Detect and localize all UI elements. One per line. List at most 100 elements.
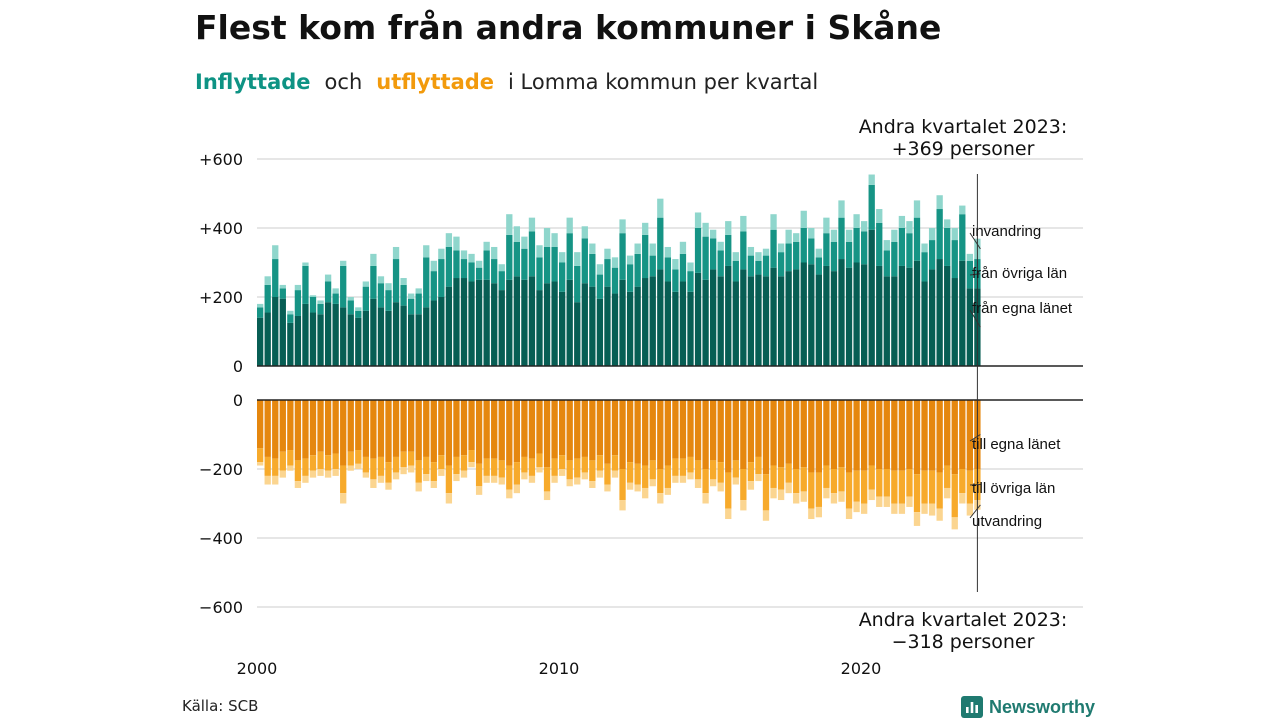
- bar-out-own-county: [702, 400, 709, 469]
- bar-in-own-county: [257, 317, 264, 366]
- bar-out-emigration: [808, 508, 815, 520]
- bar-out-emigration: [906, 496, 913, 507]
- bar-out-emigration: [891, 503, 898, 514]
- bar-in-other-counties: [747, 255, 755, 277]
- bar-in-immigration: [876, 209, 883, 223]
- bar-in-own-county: [936, 259, 943, 366]
- bar-out-own-county: [725, 400, 732, 473]
- bar-in-immigration: [770, 214, 777, 230]
- bar-in-own-county: [710, 269, 717, 366]
- bar-in-own-county: [906, 267, 913, 366]
- bar-out-other-counties: [324, 455, 332, 471]
- bar-in-immigration: [309, 295, 317, 297]
- bar-out-other-counties: [619, 469, 626, 501]
- bar-out-emigration: [770, 487, 777, 499]
- bar-in-own-county: [596, 298, 604, 366]
- bar-out-other-counties: [385, 462, 392, 483]
- bar-in-other-counties: [928, 240, 936, 270]
- segment-label-in: invandring: [972, 223, 1041, 240]
- bar-out-other-counties: [287, 450, 294, 466]
- bar-out-own-county: [408, 400, 415, 452]
- x-tick-label: 2010: [539, 659, 580, 678]
- bar-in-immigration: [725, 221, 732, 235]
- bar-in-own-county: [324, 302, 332, 366]
- bar-in-immigration: [785, 229, 792, 244]
- bar-in-own-county: [770, 267, 777, 366]
- bar-out-other-counties: [475, 463, 483, 487]
- bar-in-other-counties: [385, 290, 392, 311]
- bar-in-other-counties: [468, 262, 475, 282]
- bar-in-other-counties: [740, 231, 747, 270]
- bar-in-own-county: [921, 281, 928, 366]
- subtitle-rest: i Lomma kommun per kvartal: [508, 70, 819, 94]
- bar-in-immigration: [845, 229, 853, 242]
- bar-out-emigration: [309, 470, 317, 478]
- bar-in-other-counties: [921, 252, 928, 282]
- bar-out-emigration: [468, 462, 475, 468]
- bar-in-own-county: [740, 269, 747, 366]
- bar-in-immigration: [793, 233, 800, 242]
- bar-in-other-counties: [906, 233, 913, 268]
- bar-in-other-counties: [377, 283, 385, 308]
- segment-label-out: till egna länet: [972, 436, 1061, 453]
- bar-out-own-county: [891, 400, 898, 471]
- x-tick-label: 2000: [237, 659, 278, 678]
- bar-out-other-counties: [793, 469, 800, 494]
- bar-out-other-counties: [574, 458, 581, 478]
- axes: [257, 174, 1083, 592]
- bar-out-emigration: [294, 481, 302, 488]
- bar-out-own-county: [762, 400, 770, 475]
- bar-out-other-counties: [891, 470, 898, 504]
- bar-out-own-county: [785, 400, 792, 464]
- bar-in-other-counties: [642, 234, 649, 279]
- bar-out-own-county: [257, 400, 264, 449]
- bar-in-other-counties: [340, 265, 347, 308]
- bar-out-own-county: [574, 400, 581, 459]
- bar-in-immigration: [362, 281, 369, 287]
- bar-out-emigration: [543, 491, 551, 501]
- callout-out-line1: Andra kvartalet 2023:: [859, 609, 1068, 631]
- bar-in-immigration: [347, 297, 354, 301]
- bar-in-own-county: [808, 264, 815, 366]
- bar-in-immigration: [460, 250, 468, 260]
- bar-out-other-counties: [611, 455, 619, 471]
- bar-in-own-county: [642, 278, 649, 366]
- bar-in-other-counties: [800, 228, 807, 263]
- bar-in-immigration: [430, 260, 437, 272]
- bar-out-emigration: [347, 465, 354, 471]
- bar-out-other-counties: [438, 455, 445, 469]
- bar-out-own-county: [611, 400, 619, 456]
- bar-in-own-county: [619, 279, 626, 366]
- bar-out-own-county: [589, 400, 596, 461]
- bar-in-immigration: [302, 262, 309, 266]
- bar-out-other-counties: [944, 465, 951, 488]
- newsworthy-logo-icon: [961, 696, 983, 718]
- bar-in-other-counties: [513, 241, 520, 277]
- bar-in-immigration: [717, 241, 724, 251]
- segment-leader-in: [969, 273, 981, 276]
- bar-in-immigration: [491, 246, 498, 260]
- bar-in-immigration: [672, 259, 679, 270]
- bar-out-other-counties: [362, 456, 369, 473]
- bar-in-own-county: [551, 281, 558, 366]
- bar-in-own-county: [626, 291, 634, 366]
- bar-out-emigration: [445, 493, 453, 504]
- bar-out-emigration: [876, 496, 883, 507]
- bar-in-own-county: [785, 271, 792, 366]
- bar-out-other-counties: [800, 467, 807, 492]
- chart: 0 +200 +400 +600 0 −200 −400 −600 2000 2010 2020 An…: [199, 116, 1083, 678]
- bar-out-other-counties: [808, 472, 815, 509]
- bar-in-own-county: [460, 278, 468, 366]
- bar-in-immigration: [951, 228, 958, 241]
- bar-out-other-counties: [740, 469, 747, 501]
- bar-out-own-county: [800, 400, 807, 468]
- bar-out-other-counties: [370, 458, 377, 480]
- brand-name: Newsworthy: [989, 696, 1096, 717]
- x-tick-label: 2020: [841, 659, 882, 678]
- bar-in-other-counties: [287, 314, 294, 323]
- segment-label-out: till övriga län: [972, 480, 1055, 497]
- bar-out-own-county: [559, 400, 566, 456]
- bar-out-own-county: [566, 400, 573, 461]
- bar-out-other-counties: [679, 458, 687, 476]
- bar-out-emigration: [959, 493, 966, 504]
